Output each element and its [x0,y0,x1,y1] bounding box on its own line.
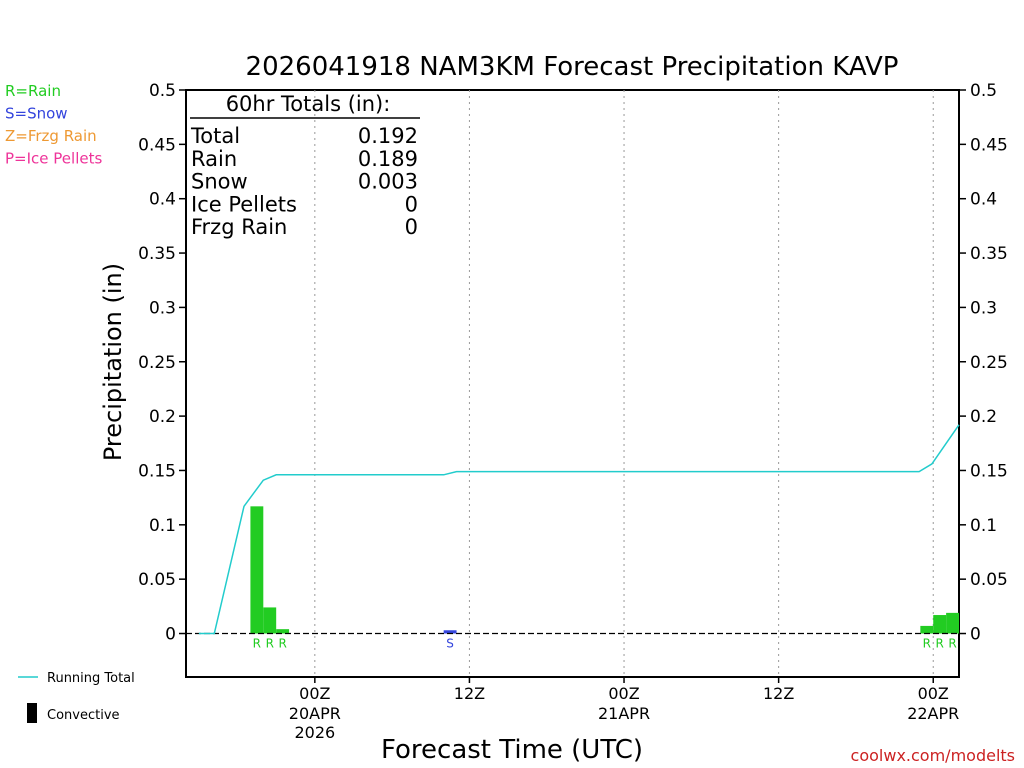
x-tick-date-0: 20APR [289,704,341,723]
y-tick-label-right-7: 0.35 [970,244,1008,264]
y-tick-label-right-8: 0.4 [970,190,997,210]
precip-type-legend: R=Rain S=Snow Z=Frzg Rain P=Ice Pellets [5,82,102,168]
convective-legend-label: Convective [47,708,120,723]
running-total-legend-label: Running Total [47,671,135,686]
y-tick-label-left-7: 0.35 [138,244,176,264]
y-tick-label-right-6: 0.3 [970,298,997,318]
convective-legend-swatch [27,703,37,723]
precip-type-marker: R [253,637,261,651]
y-tick-label-left-3: 0.15 [138,461,176,481]
totals-rows: Total 0.192 Rain 0.189 Snow 0.003 Ice Pellets 0… [190,124,418,239]
totals-label-2: Snow [191,170,248,194]
y-tick-label-right-9: 0.45 [970,135,1008,155]
y-tick-label-left-4: 0.2 [149,407,176,427]
legend-type-0: R=Rain [5,82,61,100]
y-tick-label-left-6: 0.3 [149,298,176,318]
totals-label-0: Total [190,124,240,148]
totals-value-3: 0 [405,192,418,216]
legend-type-1: S=Snow [5,105,68,123]
line-legend: Running Total Convective [18,671,135,723]
x-tick-label-0: 00Z [299,684,330,703]
y-tick-label-right-5: 0.25 [970,353,1008,373]
y-tick-label-right-2: 0.1 [970,516,997,536]
precip-bar [946,612,959,634]
precip-bar [276,629,290,634]
precip-type-marker: R [936,637,944,651]
precip-type-marker: R [266,637,274,651]
totals-value-2: 0.003 [358,170,418,194]
x-tick-date-2: 21APR [598,704,650,723]
precip-type-marker: R [278,637,286,651]
y-tick-label-right-0: 0 [970,625,981,645]
x-tick-label-4: 00Z [918,684,949,703]
y-tick-label-right-10: 0.5 [970,81,997,101]
totals-value-4: 0 [405,215,418,239]
y-tick-label-right-3: 0.15 [970,461,1008,481]
y-tick-label-left-5: 0.25 [138,353,176,373]
x-tick-date-4: 22APR [907,704,959,723]
precip-bar [250,506,264,634]
chart-title: 2026041918 NAM3KM Forecast Precipitation… [246,52,899,82]
precip-type-marker: R [923,637,931,651]
x-tick-label-1: 12Z [454,684,485,703]
precip-bar [920,625,934,634]
running-total-line [198,424,960,635]
precip-bar [443,630,457,634]
totals-value-0: 0.192 [358,124,418,148]
precip-bar [263,607,277,634]
y-tick-label-left-2: 0.1 [149,516,176,536]
y-tick-label-left-10: 0.5 [149,81,176,101]
totals-value-1: 0.189 [358,147,418,171]
y-tick-label-left-9: 0.45 [138,135,176,155]
totals-heading: 60hr Totals (in): [226,92,391,116]
x-tick-label-3: 12Z [763,684,794,703]
y-axis-left: 0 0.05 0.1 0.15 0.2 0.25 0.3 0.35 0.4 0.45 0.5 [138,81,186,645]
y-tick-label-left-8: 0.4 [149,190,176,210]
precip-bars [250,506,959,634]
credit-text: coolwx.com/modelts [851,746,1015,765]
y-tick-label-right-1: 0.05 [970,570,1008,590]
precip-bar [933,615,947,634]
y-axis-right: 0 0.05 0.1 0.15 0.2 0.25 0.3 0.35 0.4 0.45 0.5 [959,81,1008,645]
plot-frame [185,89,960,678]
gridlines [314,90,934,677]
legend-type-2: Z=Frzg Rain [5,127,97,145]
x-tick-year-0: 2026 [294,723,335,742]
y-tick-label-left-1: 0.05 [138,570,176,590]
y-tick-label-left-0: 0 [165,625,176,645]
totals-label-1: Rain [191,147,237,171]
x-tick-label-2: 00Z [608,684,639,703]
precip-type-marker: R [948,637,956,651]
y-tick-label-right-4: 0.2 [970,407,997,427]
totals-label-4: Frzg Rain [191,215,287,239]
totals-box: 60hr Totals (in): Total 0.192 Rain 0.189 Sno… [190,92,420,239]
legend-type-3: P=Ice Pellets [5,150,102,168]
precip-type-marker: S [446,637,454,651]
totals-label-3: Ice Pellets [191,192,297,216]
y-axis-label: Precipitation (in) [99,263,127,461]
x-axis-label: Forecast Time (UTC) [381,735,643,765]
